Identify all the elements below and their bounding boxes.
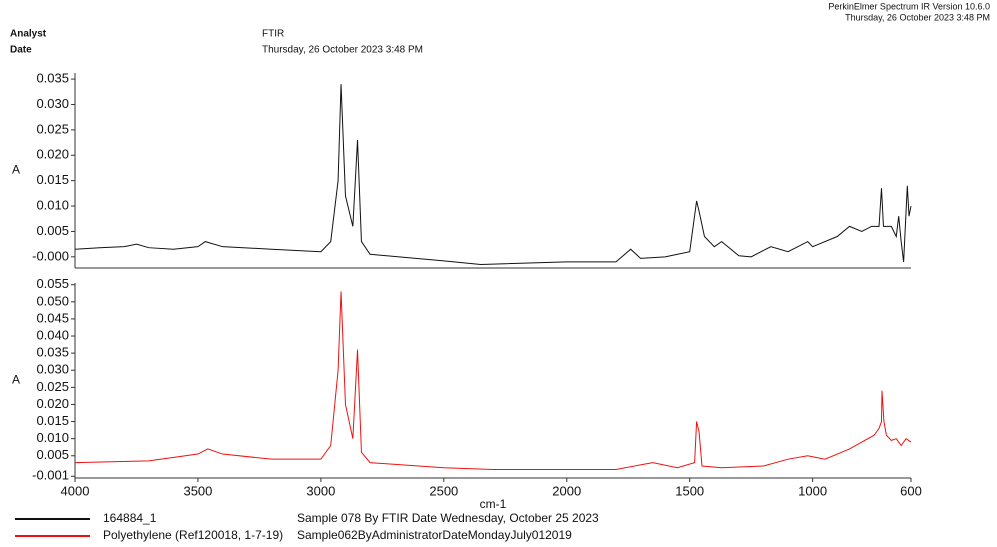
x-tick-label: 2000 bbox=[552, 483, 581, 498]
x-tick-label: 4000 bbox=[61, 483, 90, 498]
y-tick-label: 0.020 bbox=[36, 147, 69, 162]
legend-description: Sample062ByAdministratorDateMondayJuly01… bbox=[297, 528, 572, 542]
x-tick-label: 3000 bbox=[306, 483, 335, 498]
y-tick-label: 0.055 bbox=[36, 276, 69, 291]
y-tick-label: 0.035 bbox=[36, 345, 69, 360]
legend-description: Sample 078 By FTIR Date Wednesday, Octob… bbox=[297, 511, 599, 525]
analyst: FTIR bbox=[262, 29, 284, 40]
y-tick-label: 0.050 bbox=[36, 293, 69, 308]
y-tick-label: 0.015 bbox=[36, 413, 69, 428]
y-tick-label: -0.000 bbox=[32, 248, 69, 263]
y-tick-label: 0.010 bbox=[36, 430, 69, 445]
x-tick-label: 600 bbox=[900, 483, 922, 498]
legend-label: Polyethylene (Ref120018, 1-7-19) bbox=[103, 528, 283, 542]
y-tick-label: -0.001 bbox=[32, 468, 69, 483]
y-tick-label: 0.025 bbox=[36, 121, 69, 136]
x-tick-label: 2500 bbox=[429, 483, 458, 498]
timestamp: Thursday, 26 October 2023 3:48 PM bbox=[845, 12, 990, 22]
x-axis-label: cm-1 bbox=[480, 497, 507, 511]
spectrum-line bbox=[74, 291, 912, 470]
y-tick-label: 0.030 bbox=[36, 96, 69, 111]
y-tick-label: 0.035 bbox=[36, 71, 69, 86]
spectrum-line bbox=[74, 84, 912, 265]
date-label: Date bbox=[10, 45, 32, 56]
y-tick-label: 0.025 bbox=[36, 379, 69, 394]
y-tick-label: 0.015 bbox=[36, 172, 69, 187]
y-tick-label: 0.030 bbox=[36, 362, 69, 377]
x-tick-label: 1500 bbox=[675, 483, 704, 498]
date: Thursday, 26 October 2023 3:48 PM bbox=[262, 45, 423, 56]
y-tick-label: 0.040 bbox=[36, 327, 69, 342]
y-tick-label: 0.005 bbox=[36, 447, 69, 462]
software: PerkinElmer Spectrum IR Version 10.6.0 bbox=[828, 1, 990, 11]
y-axis-label: A bbox=[12, 373, 20, 387]
legend-label: 164884_1 bbox=[103, 511, 157, 525]
y-axis-label: A bbox=[12, 163, 20, 177]
x-tick-label: 3500 bbox=[183, 483, 212, 498]
x-tick-label: 1000 bbox=[798, 483, 827, 498]
y-tick-label: 0.045 bbox=[36, 310, 69, 325]
y-tick-label: 0.020 bbox=[36, 396, 69, 411]
analyst-label: Analyst bbox=[10, 29, 47, 40]
y-tick-label: 0.005 bbox=[36, 223, 69, 238]
y-tick-label: 0.010 bbox=[36, 197, 69, 212]
